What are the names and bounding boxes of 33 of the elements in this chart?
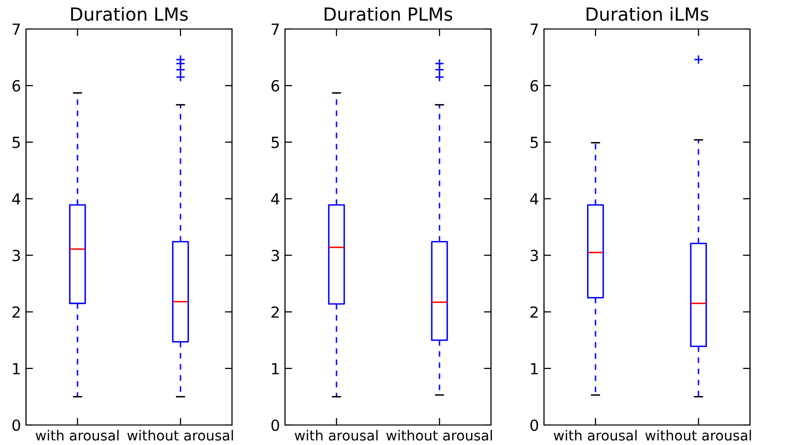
chart-title: Duration LMs — [71, 6, 188, 21]
y-tick-label: 1 — [531, 363, 538, 374]
y-tick-label: 0 — [530, 419, 538, 432]
y-tick-label: 3 — [12, 250, 20, 262]
y-tick-label: 6 — [271, 80, 280, 92]
y-tick-label: 7 — [12, 24, 20, 35]
y-tick-label: 3 — [272, 250, 279, 262]
y-tick-label: 0 — [12, 419, 20, 432]
x-tick-label: without arousal — [386, 430, 492, 441]
y-tick-label: 6 — [12, 80, 20, 92]
y-tick-label: 5 — [12, 136, 20, 148]
y-tick-label: 1 — [13, 363, 20, 374]
y-tick-label: 3 — [530, 250, 538, 262]
x-tick-label: with arousal — [294, 430, 378, 441]
y-tick-label: 4 — [12, 193, 20, 205]
chart-title: Duration PLMs — [324, 6, 452, 21]
y-tick-label: 5 — [530, 136, 538, 148]
y-tick-label: 7 — [530, 24, 538, 35]
x-tick-label: without arousal — [645, 430, 751, 441]
y-tick-label: 7 — [272, 24, 279, 35]
y-tick-label: 0 — [271, 419, 280, 432]
x-tick-label: with arousal — [554, 430, 637, 441]
y-tick-label: 2 — [12, 306, 20, 318]
y-tick-label: 2 — [272, 306, 279, 318]
x-tick-label: without arousal — [127, 430, 233, 441]
y-tick-label: 1 — [272, 363, 279, 374]
y-tick-label: 2 — [530, 306, 538, 318]
y-tick-label: 6 — [530, 80, 538, 92]
x-tick-label: with arousal — [36, 430, 119, 441]
chart-title: Duration iLMs — [586, 6, 708, 21]
y-tick-label: 4 — [530, 193, 538, 205]
y-tick-label: 5 — [272, 136, 279, 148]
y-tick-label: 4 — [271, 193, 280, 205]
